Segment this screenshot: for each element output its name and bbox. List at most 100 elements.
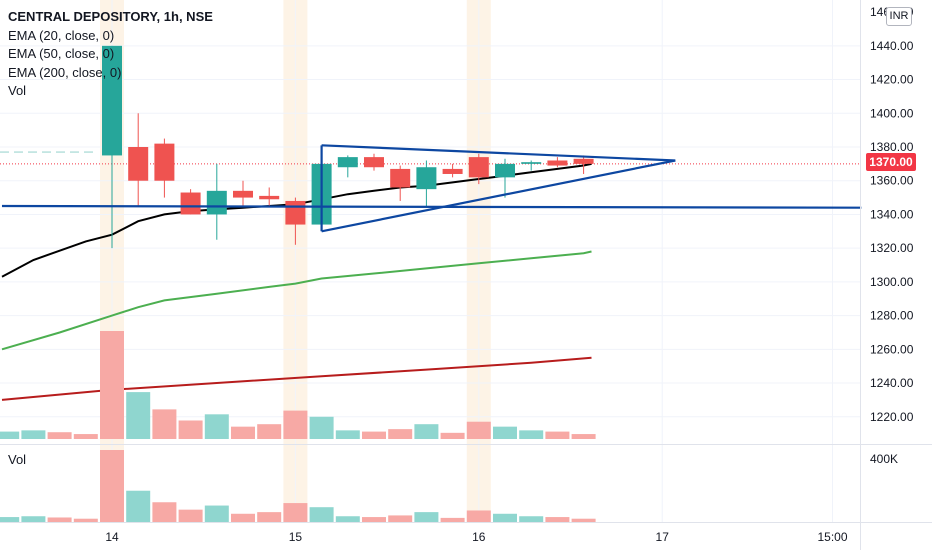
- candle-body-15: [495, 163, 515, 178]
- y-axis-ticks: 1460.001440.001420.001400.001380.001360.…: [870, 5, 914, 466]
- legend-vol[interactable]: Vol: [8, 83, 27, 98]
- volume-overlay-bar-19: [493, 426, 517, 439]
- candle-body-2: [154, 143, 175, 181]
- volume-bars: [0, 331, 596, 439]
- volume-pane-bar-17: [440, 517, 465, 522]
- x-tick-label: 14: [105, 530, 119, 544]
- volume-overlay-bar-13: [335, 430, 360, 439]
- x-axis-ticks: 14 15 16 17 15:00: [105, 530, 848, 544]
- volume-pane-bar-16: [414, 512, 439, 522]
- legend-ema50[interactable]: EMA (50, close, 0): [8, 46, 115, 61]
- candle-body-6: [259, 195, 280, 200]
- trendline-lower: [321, 159, 676, 233]
- y-tick-label: 1440.00: [870, 39, 914, 53]
- volume-pane-bar-4: [100, 450, 124, 522]
- y-tick-label: 1360.00: [870, 174, 914, 188]
- trendline-upper: [321, 144, 676, 162]
- y-tick-label: 1340.00: [870, 207, 914, 221]
- volume-overlay-bar-15: [388, 429, 413, 439]
- volume-pane-bar-1: [21, 516, 46, 522]
- volume-overlay-bar-7: [178, 420, 203, 439]
- x-tick-label: 17: [656, 530, 670, 544]
- volume-pane-bar-13: [335, 516, 360, 522]
- volume-overlay-bar-5: [126, 392, 151, 439]
- candle-body-14: [468, 157, 489, 178]
- candle-body-11: [390, 168, 411, 188]
- volume-overlay-bar-10: [257, 424, 282, 439]
- volume-overlay-bar-11: [283, 410, 308, 439]
- volume-pane-bar-6: [152, 502, 177, 522]
- trendline-support: [1, 204, 862, 209]
- y-tick-label: 1420.00: [870, 73, 914, 87]
- y-tick-label: 1400.00: [870, 106, 914, 120]
- volume-pane-bar-11: [283, 503, 308, 522]
- candle-body-4: [206, 190, 227, 215]
- volume-overlay-bar-17: [440, 432, 465, 439]
- volume-overlay-bar-3: [73, 434, 98, 439]
- y-tick-label: 1260.00: [870, 342, 914, 356]
- candle-body-17: [547, 160, 568, 166]
- volume-overlay-bar-4: [100, 331, 124, 439]
- y-tick-label: 1320.00: [870, 241, 914, 255]
- volume-pane-bar-0: [0, 517, 20, 522]
- volume-pane-bar-14: [362, 517, 386, 522]
- y-tick-label: 1380.00: [870, 140, 914, 154]
- volume-overlay-bar-21: [545, 431, 570, 439]
- volume-scale-label: 400K: [870, 452, 898, 466]
- volume-pane-bar-10: [257, 512, 282, 522]
- candle-body-5: [233, 190, 253, 198]
- volume-pane-bar-3: [73, 518, 98, 522]
- volume-overlay-bar-14: [362, 431, 386, 439]
- volume-overlay-bar-22: [571, 434, 596, 439]
- legend-ema20[interactable]: EMA (20, close, 0): [8, 27, 115, 43]
- legend-title[interactable]: CENTRAL DEPOSITORY, 1h, NSE: [8, 9, 213, 24]
- y-tick-label: 1300.00: [870, 275, 914, 289]
- volume-overlay-bar-18: [466, 421, 491, 439]
- candle-body-0: [102, 45, 122, 156]
- volume-overlay-bar-8: [204, 414, 229, 439]
- y-tick-label: 1240.00: [870, 376, 914, 390]
- volume-pane-bar-20: [519, 516, 544, 522]
- volume-pane-bar-18: [466, 510, 491, 522]
- x-tick-label: 15:00: [817, 530, 847, 544]
- candle-body-13: [442, 168, 463, 174]
- candle-body-12: [416, 167, 437, 190]
- volume-pane-bar-21: [545, 517, 570, 522]
- volume-pane-bar-2: [47, 517, 72, 522]
- volume-overlay-bar-6: [152, 409, 177, 439]
- candle-body-3: [180, 192, 201, 215]
- volume-overlay-bar-2: [47, 432, 72, 439]
- ema50-line: [1, 250, 592, 351]
- volume-pane-bar-12: [309, 507, 334, 522]
- volume-overlay-bar-16: [414, 424, 439, 439]
- volume-pane-bar-7: [178, 509, 203, 522]
- volume-pane-bar-9: [231, 513, 255, 522]
- candle-body-9: [337, 157, 358, 168]
- volume-pane-bar-8: [204, 505, 229, 522]
- volume-overlay-bar-1: [21, 430, 46, 439]
- candles: [102, 45, 594, 249]
- grid-lines: [0, 0, 860, 522]
- volume-pane-bar-19: [493, 513, 517, 522]
- legend-ema200[interactable]: EMA (200, close, 0): [8, 64, 122, 80]
- volume-overlay-bar-9: [231, 426, 255, 439]
- x-tick-label: 15: [289, 530, 303, 544]
- volume-pane-bar-5: [126, 490, 151, 522]
- last-price-badge: 1370.00: [866, 153, 916, 171]
- candle-body-7: [285, 200, 306, 225]
- y-tick-label: 1280.00: [870, 309, 914, 323]
- volume-pane-bar-15: [388, 515, 413, 522]
- candle-body-18: [573, 158, 594, 164]
- volume-overlay-bar-0: [0, 431, 20, 439]
- currency-badge[interactable]: INR: [886, 7, 912, 26]
- candle-body-1: [128, 147, 149, 181]
- volume-pane-label[interactable]: Vol: [8, 452, 27, 467]
- y-tick-label: 1220.00: [870, 410, 914, 424]
- chart-legend: CENTRAL DEPOSITORY, 1h, NSE EMA (20, clo…: [8, 8, 213, 101]
- candle-body-10: [364, 157, 384, 168]
- last-price-line: [0, 151, 860, 165]
- trendlines: [1, 144, 862, 233]
